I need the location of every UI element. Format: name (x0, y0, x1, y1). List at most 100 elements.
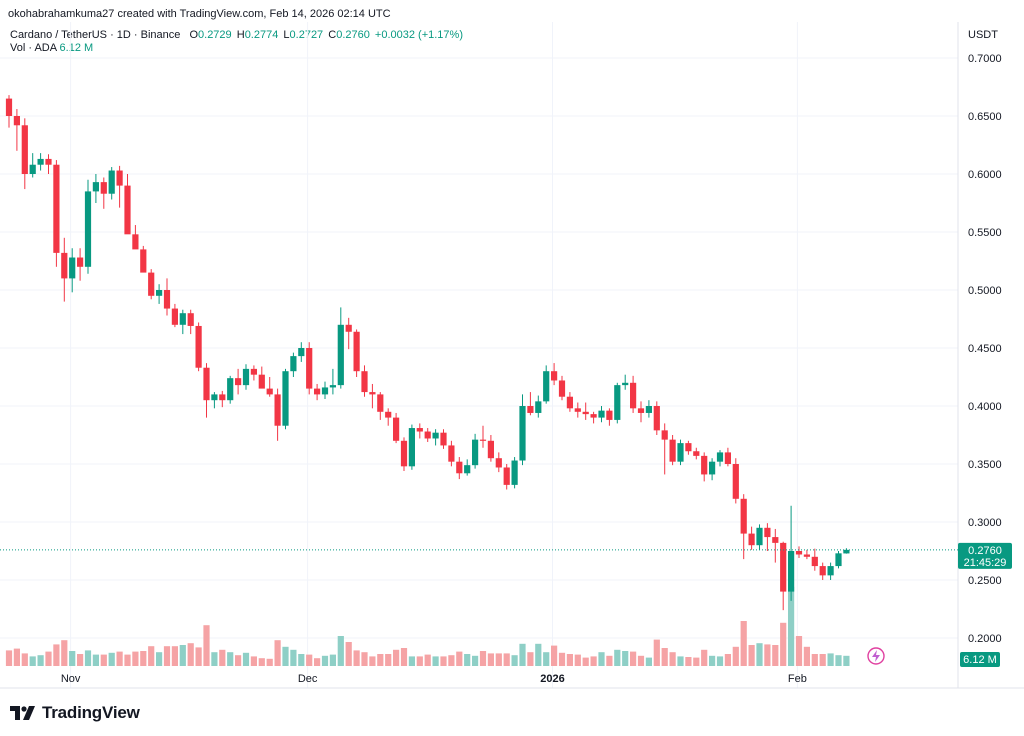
grid-lines (0, 22, 958, 688)
candle-body (393, 417, 400, 441)
volume-bar (179, 645, 186, 666)
candle-body (677, 443, 684, 462)
volume-bar (258, 658, 265, 666)
candle-body (266, 388, 273, 395)
price-tick-label: 0.7000 (968, 53, 1002, 65)
candle-body (519, 406, 526, 461)
volume-bar (511, 655, 518, 666)
candlesticks (5, 95, 850, 611)
tradingview-logo[interactable]: TradingView (10, 703, 140, 723)
candle-body (5, 98, 13, 116)
candle-body (764, 527, 771, 538)
volume-bar (566, 654, 573, 666)
time-tick-label: Feb (788, 673, 807, 685)
candle-body (724, 452, 731, 464)
candle-body (795, 551, 803, 555)
volume-bar (69, 651, 76, 666)
price-axis[interactable]: 0.7000 0.6500 0.6000 0.5500 0.5000 0.4500 0.40… (968, 53, 1002, 645)
candle-body (716, 452, 724, 462)
volume-bar (290, 649, 297, 666)
candle-body (732, 464, 739, 499)
candle-body (337, 324, 344, 386)
volume-bar (440, 656, 447, 666)
volume-bar (630, 651, 637, 666)
candle-body (835, 553, 842, 567)
candle-body (195, 325, 202, 368)
candle-body (345, 324, 352, 332)
candle-body (756, 527, 763, 546)
candle-body (148, 272, 155, 296)
candle-body (235, 378, 242, 386)
candle-body (282, 371, 289, 426)
current-price-label: 0.2760 (968, 545, 1002, 557)
logo-mark-t (10, 706, 20, 720)
tradingview-logo-text: TradingView (42, 703, 140, 722)
candle-body (290, 356, 297, 372)
candle-body (61, 252, 68, 279)
candle-body (92, 182, 99, 192)
volume-label[interactable]: Vol · ADA (10, 42, 57, 54)
volume-bar (274, 640, 281, 666)
candle-body (108, 170, 115, 194)
volume-bar (13, 648, 20, 666)
candle-body (408, 428, 415, 467)
volume-bar (432, 656, 439, 666)
volume-bar (148, 646, 155, 666)
high-label: H (236, 29, 245, 41)
volume-bar (772, 645, 779, 666)
volume-bar (558, 652, 566, 666)
time-axis[interactable]: Nov Dec 2026 Feb (61, 673, 807, 685)
candle-body (171, 308, 178, 325)
volume-bar (590, 656, 597, 666)
price-tick-label: 0.6000 (968, 169, 1002, 181)
candle-body (456, 461, 463, 474)
candle-body (819, 566, 826, 576)
candle-body (306, 348, 313, 389)
candle-body (803, 554, 810, 557)
candle-body (701, 455, 708, 475)
volume-bar (598, 652, 605, 666)
candle-body (487, 440, 494, 459)
volume-bar (543, 652, 550, 666)
volume-bar (819, 654, 826, 666)
candle-body (369, 392, 376, 395)
current-price-badge: 0.2760 21:45:29 (958, 542, 1012, 569)
volume-bar (282, 646, 289, 666)
candle-body (574, 408, 581, 412)
volume-value: 6.12 M (59, 42, 94, 54)
symbol-title[interactable]: Cardano / TetherUS · 1D · Binance (10, 29, 181, 41)
volume-bar (835, 655, 842, 666)
current-price-badge-bg (958, 542, 1012, 569)
candle-body (250, 368, 257, 375)
volume-bar (645, 657, 652, 666)
volume-bar (503, 653, 510, 666)
volume-bar (693, 657, 700, 666)
volume-bar (795, 636, 803, 666)
lightning-icon[interactable] (867, 647, 885, 665)
price-axis-currency[interactable]: USDT (968, 29, 998, 41)
candle-body (637, 408, 645, 413)
volume-bar (156, 652, 163, 666)
volume-bar (361, 652, 368, 666)
lightning-icon-bolt (872, 650, 880, 662)
candle-body (21, 125, 28, 174)
volume-badge-bg (960, 652, 1000, 667)
volume-bar (732, 646, 739, 666)
volume-bar (669, 652, 676, 666)
volume-bar (582, 657, 589, 666)
candle-body (37, 158, 44, 165)
volume-bar (345, 642, 352, 666)
candle-body (377, 394, 384, 412)
open-label: O (189, 29, 199, 41)
volume-bar (527, 652, 534, 666)
candle-body (740, 498, 747, 534)
price-tick-label: 0.3000 (968, 517, 1002, 529)
candle-body (748, 533, 755, 546)
volume-bar (29, 656, 36, 666)
volume-bar (764, 644, 771, 666)
candle-body (558, 380, 566, 397)
volume-bar (306, 654, 313, 666)
candle-body (353, 331, 360, 372)
volume-bar (424, 654, 431, 666)
